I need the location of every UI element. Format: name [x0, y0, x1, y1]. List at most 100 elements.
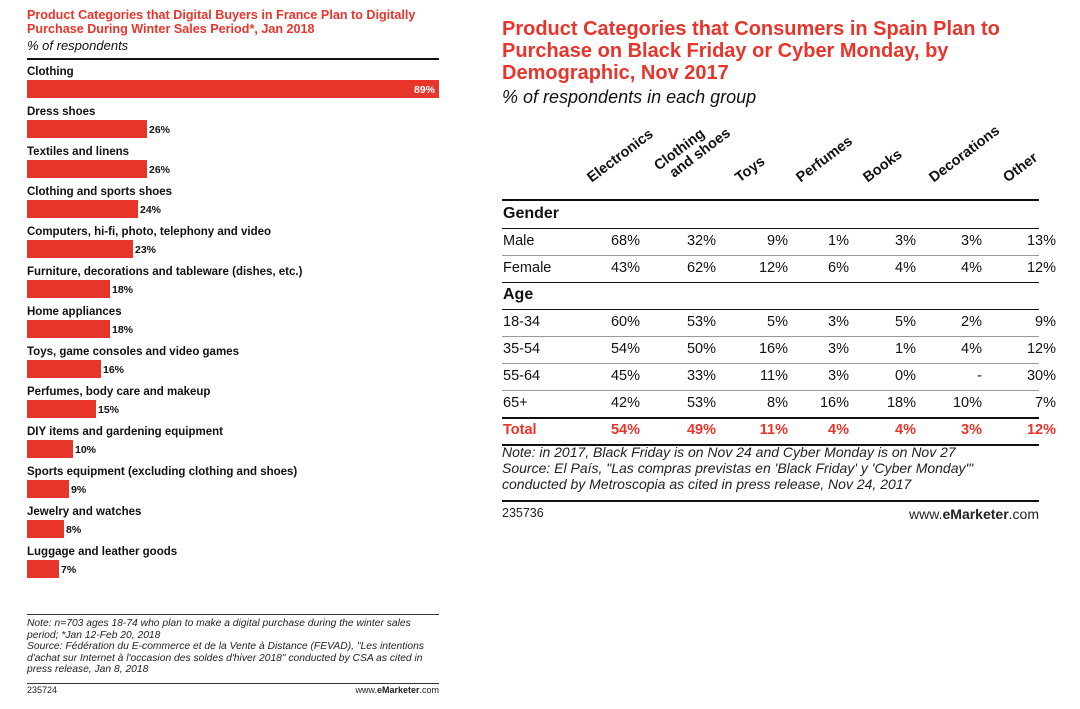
table-cell: 1% — [895, 341, 916, 357]
table-cell: 5% — [895, 314, 916, 330]
table-cell: 62% — [686, 260, 716, 276]
bar — [27, 400, 96, 418]
bar — [27, 80, 439, 98]
note-line: Source: El País, "Las compras previstas … — [502, 460, 974, 492]
row-label: Total — [503, 422, 537, 438]
chart-subtitle: % of respondents in each group — [502, 87, 757, 107]
row-label: Gender — [503, 205, 560, 222]
table-cell: 5% — [767, 314, 788, 330]
bar-category-label: Sports equipment (excluding clothing and… — [27, 466, 298, 478]
table-cell: 49% — [686, 422, 716, 438]
bar-value-label: 26% — [149, 164, 171, 176]
bar-category-label: Dress shoes — [27, 106, 96, 118]
table-cell: 4% — [961, 341, 982, 357]
table-cell: 7% — [1035, 395, 1056, 411]
bar-category-label: Toys, game consoles and video games — [27, 346, 239, 358]
chart-subtitle: % of respondents — [27, 38, 129, 53]
table-cell: 0% — [895, 368, 916, 384]
bar-value-label: 18% — [112, 324, 134, 336]
row-label: 55-64 — [503, 368, 541, 384]
table-cell: 3% — [961, 422, 982, 438]
bar-value-label: 8% — [66, 524, 82, 536]
table-rule — [502, 228, 1039, 229]
row-separator — [502, 336, 1039, 337]
table-rule — [502, 444, 1039, 446]
bar-category-label: Clothing — [27, 66, 74, 78]
column-header: Clothing and shoes — [651, 125, 734, 182]
table-cell: 30% — [1026, 368, 1056, 384]
table-cell: 3% — [828, 368, 849, 384]
bar-row: Perfumes, body care and makeup 15% — [27, 386, 439, 422]
table-cell: - — [977, 368, 982, 384]
bar-row: Jewelry and watches 8% — [27, 506, 439, 542]
table-rule — [502, 417, 1039, 419]
group-header-row: Age — [502, 282, 1039, 309]
bar-row: Furniture, decorations and tableware (di… — [27, 266, 439, 302]
bar-value-label: 24% — [140, 204, 162, 216]
chart-note: Note: n=703 ages 18-74 who plan to make … — [27, 618, 439, 676]
bar-category-label: Home appliances — [27, 306, 122, 318]
column-header: Decorations — [926, 122, 1003, 186]
table-cell: 6% — [828, 260, 849, 276]
bar-category-label: Furniture, decorations and tableware (di… — [27, 266, 303, 278]
bar-row: Toys, game consoles and video games 16% — [27, 346, 439, 382]
bar — [27, 320, 110, 338]
table-cell: 3% — [828, 341, 849, 357]
table-row: Female 43% 62% 12% 6% 4% 4% 12% — [502, 255, 1056, 282]
table-cell: 11% — [760, 368, 788, 384]
note-line: Note: in 2017, Black Friday is on Nov 24… — [502, 444, 956, 460]
table-cell: 11% — [759, 422, 788, 438]
bar-category-label: Clothing and sports shoes — [27, 186, 173, 198]
bar-category-label: Perfumes, body care and makeup — [27, 386, 211, 398]
table-cell: 4% — [828, 422, 849, 438]
bar-value-label: 26% — [149, 124, 171, 136]
bar — [27, 520, 64, 538]
table-cell: 3% — [828, 314, 849, 330]
row-separator — [502, 363, 1039, 364]
bar-value-label: 9% — [71, 484, 87, 496]
footer-divider — [502, 500, 1039, 502]
table-cell: 9% — [1035, 314, 1056, 330]
table-cell: 10% — [952, 395, 982, 411]
bar-category-label: Computers, hi-fi, photo, telephony and v… — [27, 226, 272, 238]
row-label: Female — [503, 260, 552, 276]
note-line: Note: n=703 ages 18-74 who plan to make … — [27, 618, 411, 641]
table-cell: 42% — [610, 395, 640, 411]
bar-category-label: Textiles and linens — [27, 146, 130, 158]
table-cell: 13% — [1026, 233, 1056, 249]
table-cell: 4% — [961, 260, 982, 276]
bar-row: Sports equipment (excluding clothing and… — [27, 466, 439, 502]
table-cell: 12% — [1026, 341, 1056, 357]
total-row: Total 54% 49% 11% 4% 4% 3% 12% — [502, 417, 1056, 444]
table-cell: 33% — [686, 368, 716, 384]
bar-value-label: 10% — [75, 444, 97, 456]
bar — [27, 200, 138, 218]
table-cell: 18% — [886, 395, 916, 411]
table-cell: 2% — [961, 314, 982, 330]
row-label: Age — [503, 286, 534, 303]
table-cell: 12% — [758, 260, 788, 276]
column-header: Electronics — [584, 126, 657, 186]
bar-value-label: 23% — [135, 244, 157, 256]
table-cell: 43% — [610, 260, 640, 276]
bar-row: Luggage and leather goods 7% — [27, 546, 439, 582]
bar-category-label: DIY items and gardening equipment — [27, 426, 223, 438]
bar — [27, 240, 133, 258]
bar-category-label: Jewelry and watches — [27, 506, 142, 518]
chart-note: Note: in 2017, Black Friday is on Nov 24… — [502, 444, 1039, 492]
bar-value-label: 18% — [112, 284, 134, 296]
brand-logo: www.eMarketer.com — [909, 506, 1039, 522]
bar — [27, 280, 110, 298]
bar-chart: Clothing 89% Dress shoes 26% Textiles and li… — [27, 66, 439, 581]
bar — [27, 120, 147, 138]
chart-id: 235736 — [502, 506, 544, 520]
bar-row: Textiles and linens 26% — [27, 146, 439, 182]
chart-title: Product Categories that Digital Buyers i… — [27, 8, 416, 36]
chart-id: 235724 — [27, 685, 58, 695]
bar — [27, 160, 147, 178]
column-header: Perfumes — [793, 133, 856, 186]
chart-footer: 235736 www.eMarketer.com — [502, 506, 1039, 522]
table-cell: 53% — [686, 395, 716, 411]
bar-row: DIY items and gardening equipment 10% — [27, 426, 439, 462]
table-cell: 32% — [686, 233, 716, 249]
